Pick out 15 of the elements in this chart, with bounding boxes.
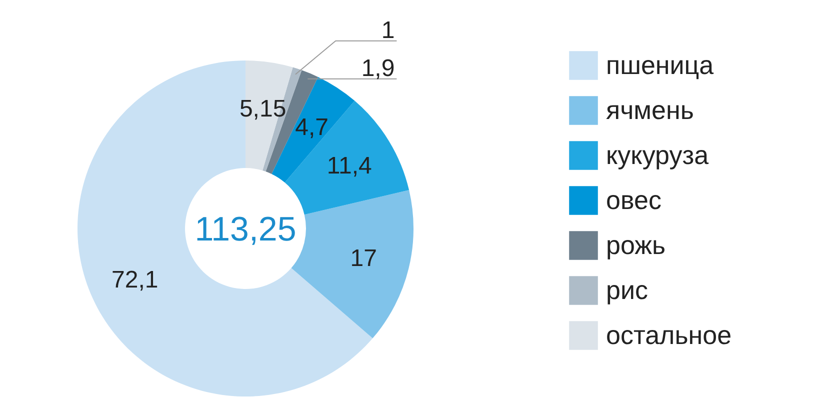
legend-label: остальное [606,318,732,352]
data-label: 72,1 [112,266,158,294]
legend-label: кукуруза [606,138,709,172]
legend-label: пшеница [606,48,714,82]
data-label: 11,4 [326,152,372,180]
data-label: 4,7 [295,114,329,142]
data-label: 1,9 [361,54,395,82]
data-label: 1 [381,16,395,44]
data-label: 17 [350,244,377,272]
legend-label: рожь [606,228,666,262]
legend-label: овес [606,184,662,216]
text: 113,25 [194,210,296,248]
legend-label: рис [606,274,648,306]
data-label: 5,15 [239,96,286,123]
legend-label: ячмень [606,94,694,126]
